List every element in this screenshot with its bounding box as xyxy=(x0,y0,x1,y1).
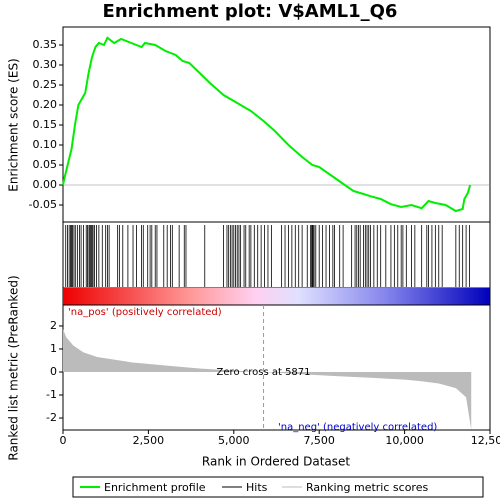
x-tick-label: 7,500 xyxy=(303,434,335,447)
legend-label: Enrichment profile xyxy=(104,481,206,494)
y-tick-label: 0.00 xyxy=(33,178,58,191)
y-axis-label: Enrichment score (ES) xyxy=(7,58,21,191)
y-tick-label: 0.15 xyxy=(33,118,58,131)
y-tick-label: -0.05 xyxy=(29,198,57,211)
frame xyxy=(62,26,491,306)
es-line xyxy=(62,36,472,213)
metric-tick-label: -2 xyxy=(46,411,57,424)
y-tick-label: 0.10 xyxy=(33,138,58,151)
x-tick-label: 0 xyxy=(60,434,67,447)
legend-label: Hits xyxy=(246,481,268,494)
y-tick-label: 0.30 xyxy=(33,58,58,71)
rank-color-band xyxy=(63,288,490,305)
x-axis-label: Rank in Ordered Dataset xyxy=(202,455,350,469)
legend xyxy=(72,476,484,498)
y-tick-label: 0.35 xyxy=(33,38,58,51)
pos-label: 'na_pos' (positively correlated) xyxy=(68,307,222,318)
neg-label: 'na_neg' (negatively correlated) xyxy=(278,422,437,433)
metric-tick-label: -1 xyxy=(46,388,57,401)
x-tick-label: 5,000 xyxy=(218,434,250,447)
metric-tick-label: 2 xyxy=(50,319,57,332)
metric-tick-label: 1 xyxy=(50,342,57,355)
metric-axis-label: Ranked list metric (PreRanked) xyxy=(7,275,21,460)
chart-title: Enrichment plot: V$AML1_Q6 xyxy=(103,1,398,22)
metric-tick-label: 0 xyxy=(50,365,57,378)
x-tick-label: 2,500 xyxy=(133,434,165,447)
y-tick-label: 0.20 xyxy=(33,98,58,111)
legend-label: Ranking metric scores xyxy=(306,481,428,494)
x-tick-label: 10,000 xyxy=(385,434,424,447)
y-tick-label: 0.25 xyxy=(33,78,58,91)
x-tick-label: 12,500 xyxy=(471,434,500,447)
zero-cross-label: Zero cross at 5871 xyxy=(217,367,311,378)
y-tick-label: 0.05 xyxy=(33,158,58,171)
metric-area xyxy=(63,329,472,430)
